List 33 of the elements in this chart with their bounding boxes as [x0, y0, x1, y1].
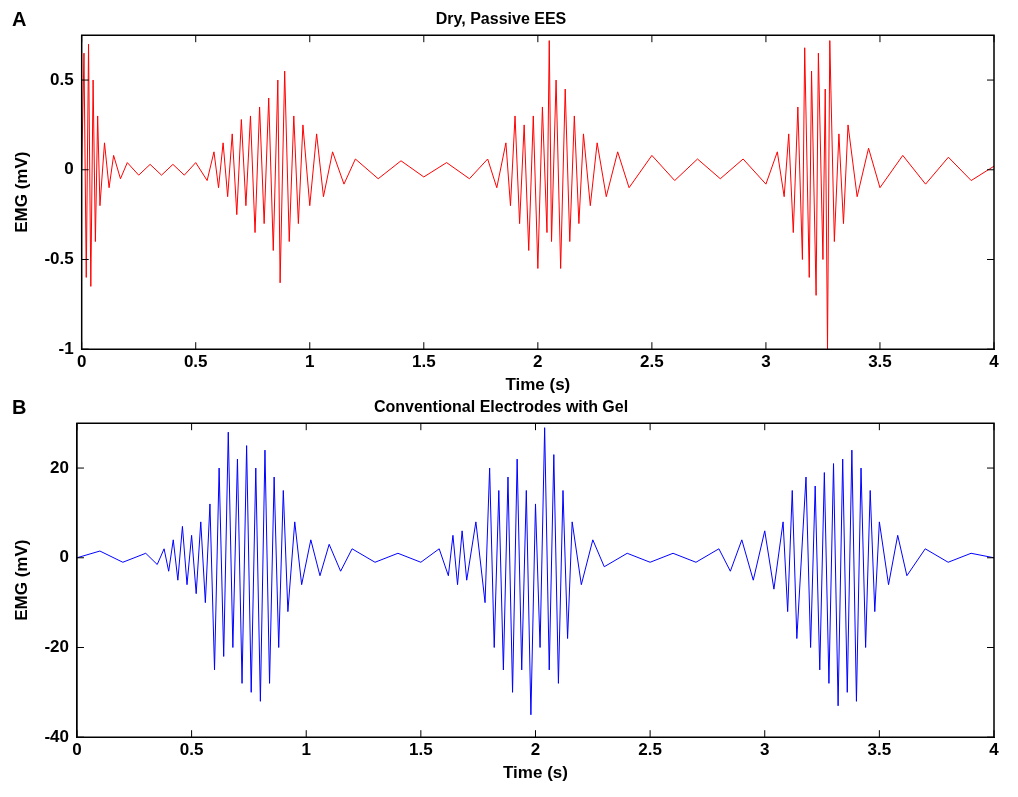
x-tick-label: 1.5: [411, 352, 436, 372]
x-tick-label: 3: [760, 740, 770, 760]
x-axis-title: Time (s): [505, 375, 571, 395]
x-tick-label: 2: [530, 740, 541, 760]
text: B: [12, 396, 27, 419]
x-tick-label: 3.5: [868, 352, 892, 372]
x-tick-label: 4: [989, 740, 1000, 760]
y-tick-label: -20: [44, 637, 69, 657]
x-tick-label: 0.5: [179, 740, 204, 760]
x-tick-label: 3: [761, 352, 771, 372]
chart-title: Dry, Passive EES: [435, 10, 567, 28]
y-tick-label: 0: [64, 159, 74, 179]
x-tick-label: 1.5: [409, 740, 433, 760]
x-axis-title: Time (s): [503, 763, 568, 783]
y-tick-label: -40: [44, 726, 69, 746]
y-axis-title: EMG (mV): [11, 151, 31, 233]
y-tick-label: 20: [50, 457, 69, 477]
x-tick-label: 4: [989, 352, 1000, 372]
text: A: [12, 8, 27, 31]
x-tick-label: 3.5: [867, 740, 892, 760]
y-tick-label: -1: [58, 338, 74, 358]
x-tick-label: 2.5: [640, 352, 664, 372]
y-tick-label: -0.5: [44, 249, 74, 269]
y-tick-label: 0.5: [50, 69, 74, 89]
x-tick-label: 1: [301, 740, 311, 760]
y-tick-label: 0: [59, 547, 69, 567]
x-tick-label: 2: [533, 352, 543, 372]
y-axis-title: EMG (mV): [11, 539, 31, 621]
x-tick-label: 0: [76, 352, 87, 372]
chart-title: Conventional Electrodes with Gel: [373, 398, 629, 416]
x-tick-label: 1: [305, 352, 315, 372]
x-tick-label: 2.5: [638, 740, 662, 760]
x-tick-label: 0.5: [183, 352, 208, 372]
